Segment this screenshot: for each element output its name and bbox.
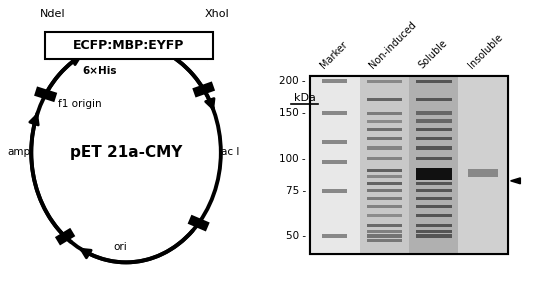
Bar: [322, 140, 348, 144]
Text: 75 -: 75 -: [285, 186, 306, 196]
Bar: [416, 205, 452, 208]
Bar: [416, 234, 452, 238]
Bar: [310, 76, 360, 254]
Bar: [416, 112, 452, 115]
Bar: [366, 182, 402, 185]
Text: 200 -: 200 -: [279, 76, 306, 86]
Bar: [459, 76, 508, 254]
Text: XhoI: XhoI: [205, 9, 229, 19]
Bar: [416, 182, 452, 185]
Text: amp: amp: [7, 147, 30, 157]
Bar: [366, 137, 402, 140]
Text: f1 origin: f1 origin: [58, 99, 102, 110]
Text: Soluble: Soluble: [417, 38, 449, 70]
Bar: [322, 234, 348, 238]
Bar: [322, 80, 348, 83]
Text: 50 -: 50 -: [286, 231, 306, 241]
Bar: [416, 146, 452, 150]
Text: lac I: lac I: [218, 147, 239, 157]
Bar: [416, 189, 452, 192]
Bar: [366, 230, 402, 233]
Text: kDa: kDa: [294, 93, 316, 103]
Bar: [366, 189, 402, 192]
Text: NdeI: NdeI: [40, 9, 65, 19]
Bar: [416, 197, 452, 200]
Bar: [409, 76, 459, 254]
Bar: [468, 170, 498, 177]
Bar: [366, 119, 402, 123]
Bar: [366, 112, 402, 115]
Bar: [366, 239, 402, 242]
Bar: [416, 224, 452, 227]
Bar: [310, 76, 508, 254]
Bar: [366, 169, 402, 172]
Text: 100 -: 100 -: [279, 154, 306, 164]
Bar: [360, 76, 409, 254]
Bar: [322, 160, 348, 164]
Bar: [310, 76, 508, 254]
Bar: [366, 197, 402, 200]
Bar: [366, 98, 402, 101]
Text: Insoluble: Insoluble: [466, 32, 504, 70]
Bar: [416, 128, 452, 131]
Bar: [366, 157, 402, 160]
Bar: [322, 112, 348, 115]
Text: pET 21a-CMY: pET 21a-CMY: [70, 145, 182, 160]
Text: ECFP:MBP:EYFP: ECFP:MBP:EYFP: [73, 39, 184, 52]
Bar: [416, 98, 452, 101]
Bar: [366, 80, 402, 83]
Bar: [416, 214, 452, 217]
Bar: [416, 230, 452, 233]
Bar: [366, 205, 402, 208]
Bar: [322, 189, 348, 193]
Bar: [416, 174, 452, 179]
Bar: [366, 224, 402, 227]
Bar: [416, 157, 452, 160]
Text: Non-induced: Non-induced: [367, 19, 418, 70]
Bar: [366, 214, 402, 217]
Text: Marker: Marker: [318, 39, 349, 70]
Text: 150 -: 150 -: [279, 108, 306, 119]
FancyBboxPatch shape: [45, 32, 213, 59]
Text: ori: ori: [114, 242, 128, 252]
Bar: [416, 170, 452, 176]
Bar: [366, 128, 402, 131]
Bar: [416, 137, 452, 140]
Bar: [416, 119, 452, 123]
Bar: [366, 234, 402, 238]
Bar: [416, 80, 452, 83]
Text: 6×His: 6×His: [82, 67, 117, 76]
Bar: [416, 168, 452, 173]
Polygon shape: [510, 178, 520, 184]
Bar: [366, 175, 402, 179]
Bar: [366, 146, 402, 150]
